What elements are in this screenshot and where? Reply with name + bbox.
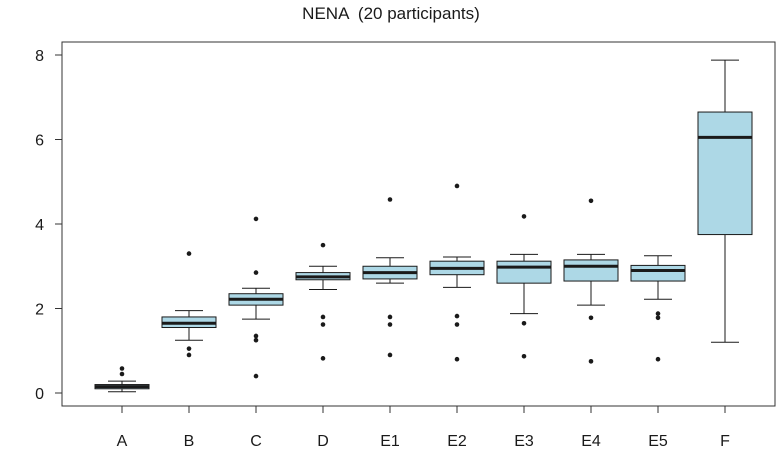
outlier-point (454, 183, 460, 189)
outlier-point (521, 353, 527, 359)
outlier-point (387, 352, 393, 358)
outlier-point (387, 322, 393, 327)
outlier-point (320, 314, 326, 320)
outlier-point (320, 356, 326, 361)
outlier-point (320, 242, 326, 248)
y-tick-label: 8 (35, 48, 44, 65)
outlier-point (655, 311, 661, 316)
x-tick-label: F (720, 433, 730, 450)
outlier-point (521, 214, 527, 219)
outlier-point (253, 216, 259, 222)
x-tick-label: E5 (648, 433, 668, 450)
chart-title: NENA (20 participants) (302, 4, 480, 23)
box-E4 (563, 259, 619, 282)
outlier-point (454, 322, 460, 327)
outlier-point (655, 315, 661, 321)
outlier-point (119, 371, 125, 377)
x-tick-label: A (117, 433, 128, 450)
x-tick-label: E4 (581, 433, 601, 450)
y-tick-label: 0 (35, 386, 44, 403)
box-F (697, 111, 753, 236)
x-tick-label: E1 (380, 433, 400, 450)
y-tick-label: 6 (35, 133, 44, 150)
y-tick-label: 2 (35, 302, 44, 319)
outlier-point (655, 356, 661, 362)
outlier-point (186, 251, 192, 256)
plot-frame (61, 41, 776, 407)
outlier-point (588, 198, 594, 204)
outlier-point (253, 373, 259, 379)
x-tick-label: B (184, 433, 195, 450)
x-tick-label: C (250, 433, 262, 450)
outlier-point (387, 314, 393, 320)
outlier-point (320, 322, 326, 327)
x-tick-label: E2 (447, 433, 467, 450)
outlier-point (119, 366, 125, 371)
outlier-point (253, 270, 259, 275)
outlier-point (454, 313, 460, 319)
x-tick-label: E3 (514, 433, 534, 450)
outlier-point (186, 346, 192, 351)
x-tick-label: D (317, 433, 329, 450)
box-E3 (496, 260, 552, 284)
outlier-point (253, 333, 259, 339)
outlier-point (186, 352, 192, 358)
outlier-point (588, 315, 594, 321)
outlier-point (588, 359, 594, 364)
outlier-point (387, 197, 393, 202)
outlier-point (253, 337, 259, 343)
outlier-point (521, 320, 527, 326)
outlier-point (454, 356, 460, 362)
box-E5 (630, 264, 686, 282)
y-tick-label: 4 (35, 217, 44, 234)
